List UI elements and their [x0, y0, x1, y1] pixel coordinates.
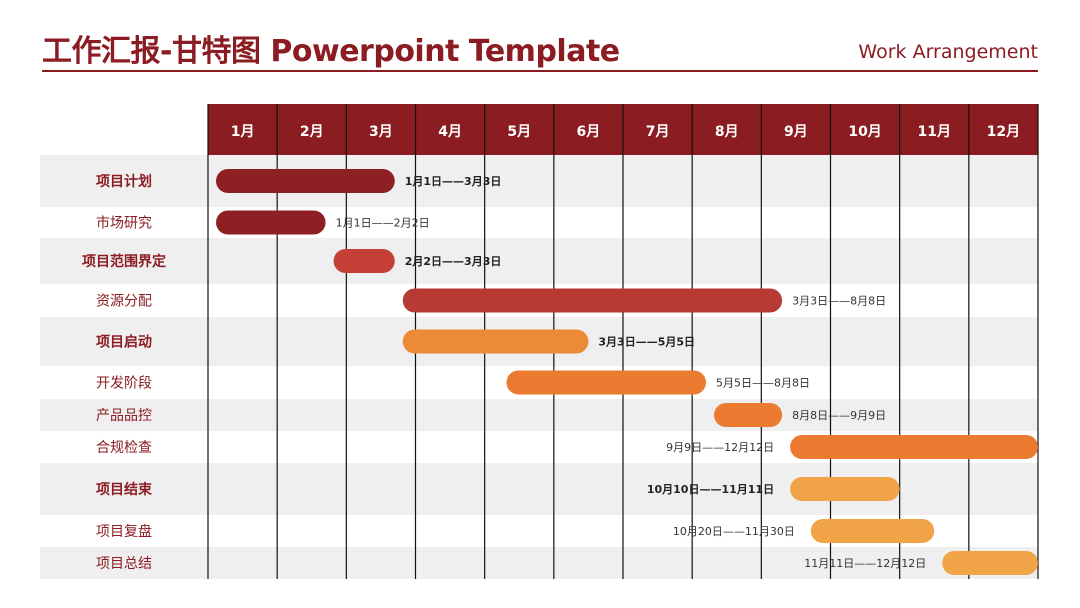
task-bar[interactable] [714, 403, 783, 427]
task-label: 资源分配 [96, 294, 152, 310]
row-background [40, 399, 1038, 431]
task-label: 项目总结 [96, 556, 152, 572]
task-bar[interactable] [216, 169, 395, 193]
month-label: 2月 [300, 124, 324, 140]
row-background [40, 547, 1038, 579]
date-range-label: 3月3日——5月5日 [598, 336, 695, 349]
header-divider [42, 70, 1038, 72]
month-label: 5月 [507, 124, 531, 140]
month-label: 10月 [848, 124, 881, 140]
task-bar[interactable] [402, 288, 783, 313]
task-bar[interactable] [333, 249, 395, 273]
month-label: 1月 [231, 124, 255, 140]
task-bar[interactable] [790, 477, 900, 501]
task-bar[interactable] [810, 519, 935, 543]
page-subtitle: Work Arrangement [858, 41, 1038, 63]
month-label: 11月 [918, 124, 951, 140]
task-bar[interactable] [402, 329, 589, 354]
date-range-label: 5月5日——8月8日 [716, 377, 810, 390]
month-label: 3月 [369, 124, 393, 140]
task-label: 市场研究 [96, 215, 152, 232]
date-range-label: 3月3日——8月8日 [792, 295, 886, 308]
task-bar[interactable] [506, 370, 707, 395]
task-label: 项目启动 [96, 334, 152, 351]
row-background [40, 207, 1038, 238]
date-range-label: 9月9日——12月12日 [666, 441, 774, 454]
date-range-label: 11月11日——12月12日 [804, 557, 926, 570]
month-label: 8月 [715, 124, 739, 140]
date-range-label: 1月1日——3月3日 [405, 175, 502, 188]
month-label: 12月 [987, 124, 1020, 140]
row-background [40, 155, 1038, 207]
month-label: 4月 [438, 124, 462, 140]
task-bar[interactable] [790, 435, 1038, 459]
date-range-label: 2月2日——3月3日 [405, 255, 502, 268]
task-label: 产品品控 [96, 408, 152, 424]
date-range-label: 8月8日——9月9日 [792, 409, 886, 422]
task-label: 项目结束 [96, 481, 153, 498]
date-range-label: 1月1日——2月2日 [336, 217, 430, 230]
month-label: 6月 [577, 124, 601, 140]
page-title: 工作汇报-甘特图 Powerpoint Template [42, 34, 620, 69]
month-label: 9月 [784, 124, 808, 140]
task-label: 开发阶段 [96, 376, 152, 392]
date-range-label: 10月20日——11月30日 [673, 525, 795, 538]
date-range-label: 10月10日——11月11日 [647, 483, 774, 496]
task-bar[interactable] [942, 551, 1038, 575]
task-label: 项目计划 [96, 173, 152, 190]
task-bar[interactable] [216, 210, 326, 235]
task-label: 项目复盘 [96, 523, 152, 540]
task-label: 合规检查 [96, 440, 152, 456]
row-background [40, 238, 1038, 284]
task-label: 项目范围界定 [82, 253, 166, 270]
month-label: 7月 [646, 124, 670, 140]
